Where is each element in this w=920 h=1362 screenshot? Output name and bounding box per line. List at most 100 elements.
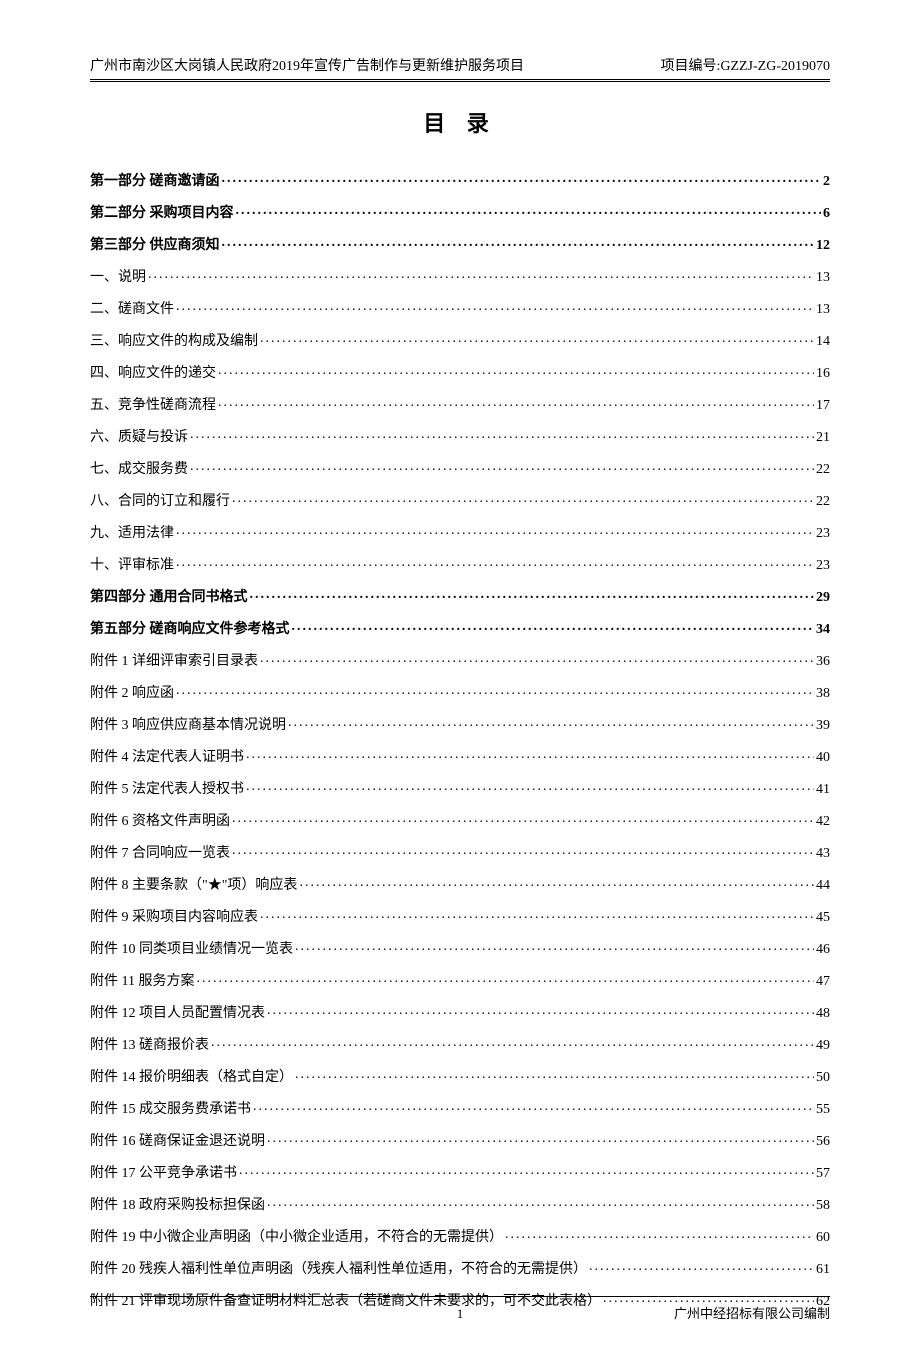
toc-item-label: 附件 18 政府采购投标担保函 <box>90 1194 265 1214</box>
toc-item[interactable]: 附件 3 响应供应商基本情况说明39 <box>90 714 830 734</box>
toc-item[interactable]: 附件 17 公平竞争承诺书57 <box>90 1162 830 1182</box>
toc-item[interactable]: 七、成交服务费22 <box>90 458 830 478</box>
toc-item-label: 附件 9 采购项目内容响应表 <box>90 906 258 926</box>
toc-item[interactable]: 附件 15 成交服务费承诺书55 <box>90 1098 830 1118</box>
toc-dots <box>288 715 814 729</box>
toc-dots <box>295 1067 814 1081</box>
toc-item-page: 34 <box>816 622 830 638</box>
toc-dots <box>267 1003 814 1017</box>
toc-item[interactable]: 附件 5 法定代表人授权书 41 <box>90 778 830 798</box>
toc-dots <box>218 395 814 409</box>
toc-item-page: 40 <box>816 750 830 766</box>
toc-item[interactable]: 八、合同的订立和履行22 <box>90 490 830 510</box>
toc-item-label: 附件 11 服务方案 <box>90 970 194 990</box>
toc-item-label: 附件 3 响应供应商基本情况说明 <box>90 714 286 734</box>
toc-item[interactable]: 十、评审标准23 <box>90 554 830 574</box>
toc-item[interactable]: 附件 11 服务方案 47 <box>90 970 830 990</box>
toc-dots <box>236 203 822 217</box>
toc-item-page: 13 <box>816 270 830 286</box>
toc-item-label: 附件 5 法定代表人授权书 <box>90 778 244 798</box>
toc-item-page: 2 <box>823 174 830 190</box>
toc-item[interactable]: 一、说明13 <box>90 266 830 286</box>
toc-item[interactable]: 附件 10 同类项目业绩情况一览表46 <box>90 938 830 958</box>
toc-item[interactable]: 附件 9 采购项目内容响应表45 <box>90 906 830 926</box>
toc-dots <box>232 811 814 825</box>
toc-item[interactable]: 第四部分 通用合同书格式 29 <box>90 586 830 606</box>
toc-item-label: 附件 2 响应函 <box>90 682 174 702</box>
toc-item-label: 六、质疑与投诉 <box>90 426 188 446</box>
toc-item-label: 二、磋商文件 <box>90 298 174 318</box>
toc-item[interactable]: 附件 8 主要条款（"★"项）响应表44 <box>90 874 830 894</box>
toc-item-label: 四、响应文件的递交 <box>90 362 216 382</box>
page-footer: 1 广州中经招标有限公司编制 <box>90 1296 830 1322</box>
toc-item-label: 第四部分 通用合同书格式 <box>90 586 248 606</box>
toc-dots <box>260 907 814 921</box>
header-right: 项目编号:GZZJ-ZG-2019070 <box>660 55 830 75</box>
page-number: 1 <box>457 1306 464 1322</box>
toc-item[interactable]: 第二部分 采购项目内容6 <box>90 202 830 222</box>
toc-item[interactable]: 第三部分 供应商须知12 <box>90 234 830 254</box>
toc-item-page: 61 <box>816 1262 830 1278</box>
toc-item-page: 6 <box>823 206 830 222</box>
toc-item[interactable]: 九、适用法律23 <box>90 522 830 542</box>
page-header: 广州市南沙区大岗镇人民政府2019年宣传广告制作与更新维护服务项目 项目编号:G… <box>90 55 830 82</box>
toc-item-page: 60 <box>816 1230 830 1246</box>
toc-item[interactable]: 附件 1 详细评审索引目录表36 <box>90 650 830 670</box>
toc-item[interactable]: 附件 18 政府采购投标担保函58 <box>90 1194 830 1214</box>
toc-item-label: 附件 13 磋商报价表 <box>90 1034 209 1054</box>
toc-item[interactable]: 附件 14 报价明细表（格式自定）50 <box>90 1066 830 1086</box>
toc-item[interactable]: 三、响应文件的构成及编制14 <box>90 330 830 350</box>
toc-item[interactable]: 附件 13 磋商报价表 49 <box>90 1034 830 1054</box>
toc-item-label: 附件 14 报价明细表（格式自定） <box>90 1066 293 1086</box>
toc-dots <box>222 235 815 249</box>
toc-item-page: 43 <box>816 846 830 862</box>
toc-item-label: 附件 19 中小微企业声明函（中小微企业适用，不符合的无需提供） <box>90 1226 503 1246</box>
toc-dots <box>222 171 822 185</box>
toc-item[interactable]: 附件 2 响应函 38 <box>90 682 830 702</box>
toc-dots <box>246 779 814 793</box>
toc-item-page: 17 <box>816 398 830 414</box>
toc-dots <box>176 555 814 569</box>
toc-item[interactable]: 四、响应文件的递交16 <box>90 362 830 382</box>
toc-item[interactable]: 六、质疑与投诉21 <box>90 426 830 446</box>
table-of-contents: 第一部分 磋商邀请函 2 第二部分 采购项目内容6 第三部分 供应商须知12 一、说明1… <box>90 170 830 1310</box>
toc-item[interactable]: 附件 7 合同响应一览表43 <box>90 842 830 862</box>
toc-item-page: 49 <box>816 1038 830 1054</box>
toc-item-label: 附件 4 法定代表人证明书 <box>90 746 244 766</box>
toc-item[interactable]: 附件 12 项目人员配置情况表48 <box>90 1002 830 1022</box>
toc-item-label: 五、竞争性磋商流程 <box>90 394 216 414</box>
toc-dots <box>505 1227 814 1241</box>
toc-dots <box>196 971 814 985</box>
toc-item-page: 47 <box>816 974 830 990</box>
toc-item[interactable]: 附件 19 中小微企业声明函（中小微企业适用，不符合的无需提供） 60 <box>90 1226 830 1246</box>
toc-item-label: 第五部分 磋商响应文件参考格式 <box>90 618 290 638</box>
toc-item-page: 41 <box>816 782 830 798</box>
toc-item-page: 29 <box>816 590 830 606</box>
toc-item[interactable]: 附件 16 磋商保证金退还说明56 <box>90 1130 830 1150</box>
document-page: 广州市南沙区大岗镇人民政府2019年宣传广告制作与更新维护服务项目 项目编号:G… <box>0 0 920 1362</box>
toc-item-page: 22 <box>816 494 830 510</box>
toc-dots <box>589 1259 814 1273</box>
toc-dots <box>260 651 814 665</box>
toc-item-label: 附件 16 磋商保证金退还说明 <box>90 1130 265 1150</box>
toc-item[interactable]: 五、竞争性磋商流程 17 <box>90 394 830 414</box>
toc-dots <box>260 331 814 345</box>
toc-item-label: 附件 17 公平竞争承诺书 <box>90 1162 237 1182</box>
toc-item-page: 38 <box>816 686 830 702</box>
toc-dots <box>148 267 814 281</box>
toc-item-page: 36 <box>816 654 830 670</box>
toc-item-label: 七、成交服务费 <box>90 458 188 478</box>
toc-item[interactable]: 附件 4 法定代表人证明书 40 <box>90 746 830 766</box>
toc-item[interactable]: 第五部分 磋商响应文件参考格式 34 <box>90 618 830 638</box>
toc-item-label: 第三部分 供应商须知 <box>90 234 220 254</box>
toc-dots <box>232 491 814 505</box>
toc-item[interactable]: 附件 6 资格文件声明函42 <box>90 810 830 830</box>
toc-item[interactable]: 附件 20 残疾人福利性单位声明函（残疾人福利性单位适用，不符合的无需提供）61 <box>90 1258 830 1278</box>
toc-item[interactable]: 二、磋商文件13 <box>90 298 830 318</box>
toc-dots <box>295 939 814 953</box>
toc-item-label: 第一部分 磋商邀请函 <box>90 170 220 190</box>
toc-item[interactable]: 第一部分 磋商邀请函 2 <box>90 170 830 190</box>
toc-dots <box>246 747 814 761</box>
footer-right: 广州中经招标有限公司编制 <box>674 1303 830 1322</box>
toc-dots <box>292 619 815 633</box>
